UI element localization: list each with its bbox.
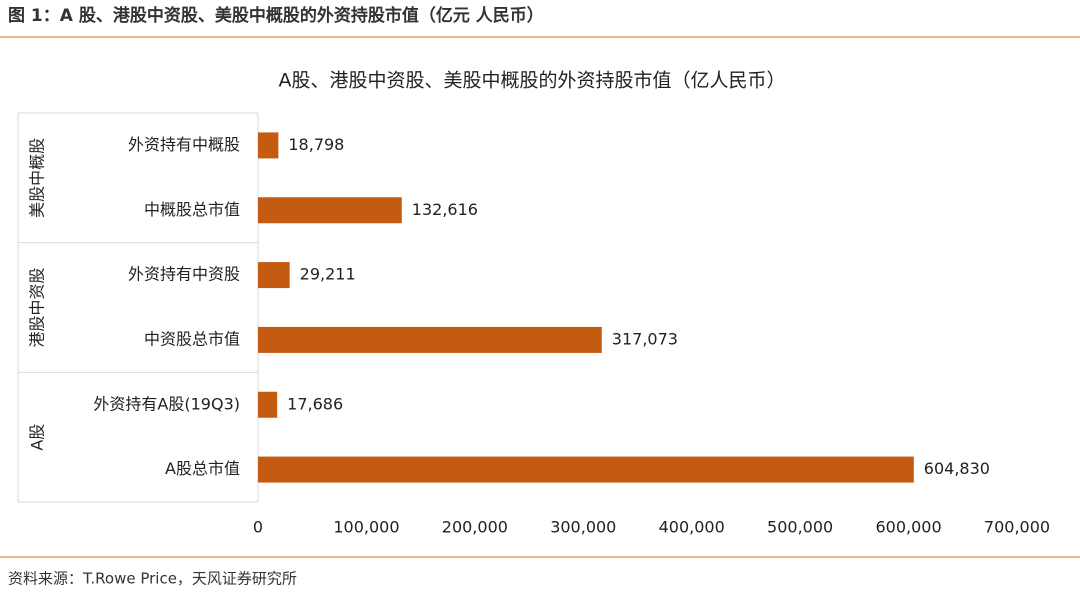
group-label: A股: [28, 424, 47, 451]
bar: [258, 456, 914, 483]
value-label: 29,211: [300, 265, 356, 284]
x-tick-label: 300,000: [550, 518, 616, 537]
x-tick-label: 700,000: [984, 518, 1050, 537]
value-label: 317,073: [612, 329, 678, 348]
x-tick-label: 100,000: [333, 518, 399, 537]
value-label: 17,686: [287, 394, 343, 413]
chart-title: A股、港股中资股、美股中概股的外资持股市值（亿人民币）: [279, 70, 786, 92]
group-label: 美股中概股: [28, 138, 47, 218]
x-tick-label: 0: [253, 518, 263, 537]
value-label: 604,830: [924, 459, 990, 478]
header-title: 图 1：A 股、港股中资股、美股中概股的外资持股市值（亿元 人民币）: [8, 5, 544, 26]
category-label: A股总市值: [165, 459, 240, 478]
value-label: 18,798: [288, 135, 344, 154]
x-tick-label: 500,000: [767, 518, 833, 537]
bar: [258, 326, 602, 353]
bar: [258, 262, 290, 289]
group-label: 港股中资股: [28, 267, 47, 347]
bar: [258, 132, 279, 159]
category-label: 中资股总市值: [144, 329, 240, 348]
source: 资料来源：T.Rowe Price，天风证券研究所: [8, 570, 297, 588]
category-label: 外资持有中资股: [128, 265, 240, 284]
category-label: 外资持有中概股: [128, 135, 240, 154]
category-label: 外资持有A股(19Q3): [93, 394, 240, 413]
category-label: 中概股总市值: [144, 200, 240, 219]
bar: [258, 197, 402, 224]
bar: [258, 391, 278, 418]
x-tick-label: 600,000: [875, 518, 941, 537]
value-label: 132,616: [412, 200, 478, 219]
x-tick-label: 400,000: [659, 518, 725, 537]
x-tick-label: 200,000: [442, 518, 508, 537]
